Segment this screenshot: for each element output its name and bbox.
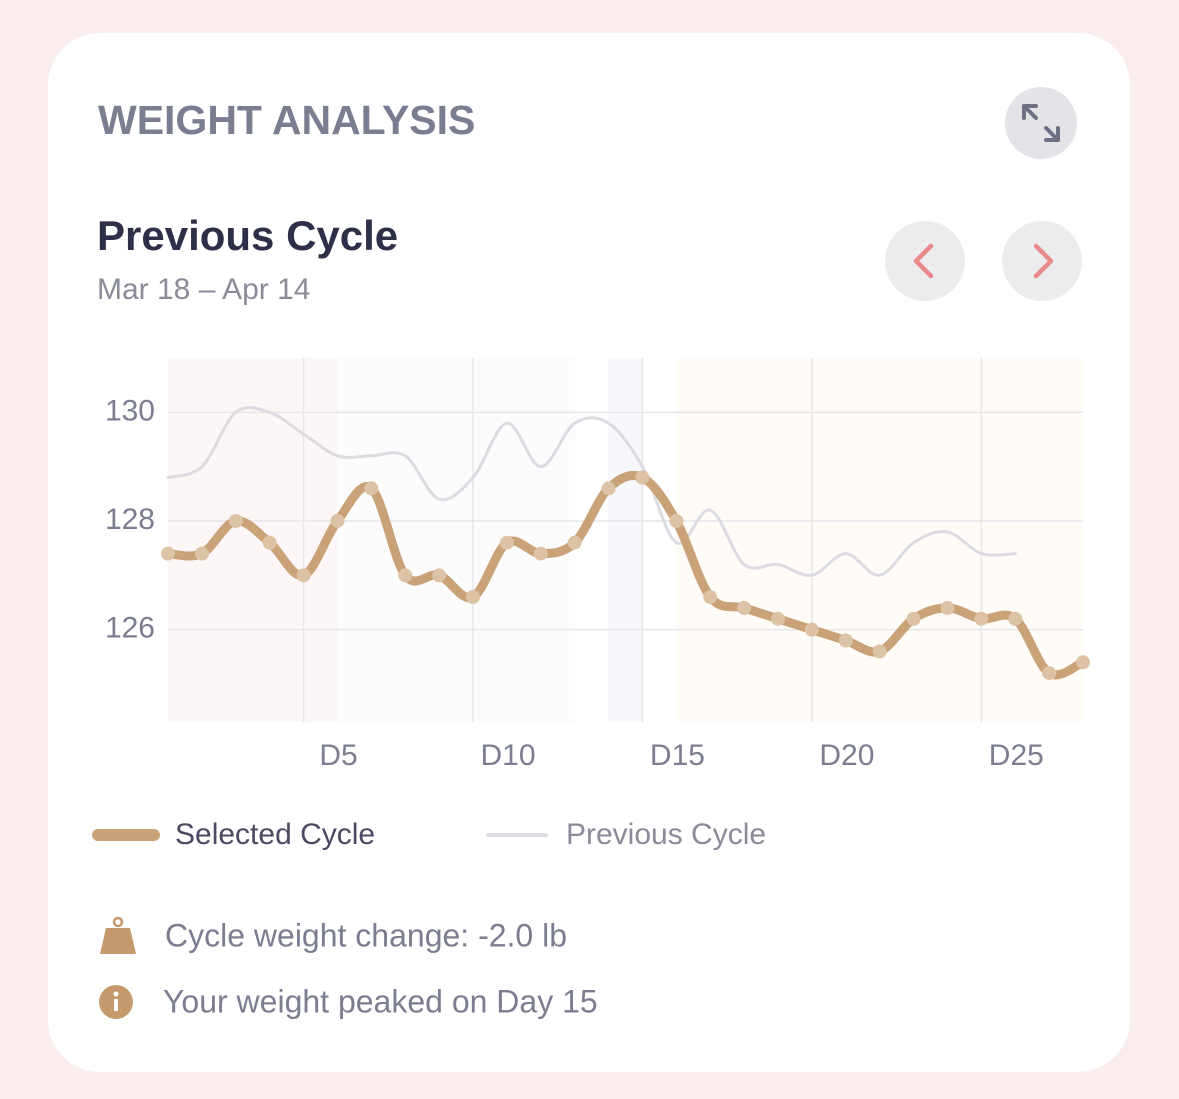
data-point	[296, 568, 311, 583]
data-point	[194, 546, 209, 561]
y-tick-label: 126	[105, 612, 155, 645]
data-point	[906, 611, 921, 626]
next-button[interactable]	[1002, 221, 1082, 301]
data-point	[398, 568, 413, 583]
weight-icon	[100, 916, 136, 954]
data-point	[466, 590, 480, 605]
card-title: WEIGHT ANALYSIS	[98, 97, 475, 143]
data-point	[872, 644, 887, 659]
phase-bands	[168, 358, 1083, 722]
data-point	[364, 481, 379, 496]
x-tick-label: D20	[819, 739, 874, 772]
insight-text: Cycle weight change: -2.0 lb	[165, 917, 567, 953]
series-line	[166, 405, 1017, 577]
series-line	[163, 470, 1088, 680]
expand-button[interactable]	[1005, 87, 1077, 159]
data-point	[228, 513, 243, 528]
data-point	[499, 535, 514, 550]
x-tick-label: D5	[319, 739, 357, 772]
legend-label: Previous Cycle	[566, 818, 766, 851]
data-point	[974, 611, 989, 626]
data-point	[703, 590, 718, 605]
chart: 126 128 130 D5 D10 D15 D20 D25 Selected Cycle Pre…	[92, 358, 1090, 851]
period-title: Previous Cycle	[97, 212, 398, 259]
legend-label: Selected Cycle	[175, 818, 375, 851]
data-point	[635, 470, 650, 485]
data-point	[432, 568, 447, 583]
prev-button[interactable]	[885, 221, 965, 301]
card	[48, 33, 1130, 1072]
data-point	[1008, 611, 1023, 626]
data-point	[161, 546, 175, 561]
data-point	[737, 600, 752, 615]
x-tick-label: D10	[480, 739, 535, 772]
data-point	[1076, 655, 1090, 670]
x-tick-label: D25	[989, 739, 1044, 772]
data-point	[262, 535, 277, 550]
data-point	[533, 546, 548, 561]
x-tick-label: D15	[650, 739, 705, 772]
data-point	[838, 633, 853, 648]
y-tick-label: 130	[105, 394, 155, 427]
y-tick-label: 128	[105, 503, 155, 536]
info-icon	[99, 985, 133, 1019]
data-point	[804, 622, 819, 637]
period-range: Mar 18 – Apr 14	[97, 273, 310, 306]
data-point	[567, 535, 582, 550]
data-point	[940, 600, 955, 615]
data-point	[1042, 666, 1057, 681]
data-point	[330, 513, 345, 528]
data-point	[771, 611, 785, 626]
data-point	[601, 481, 616, 496]
insight-text: Your weight peaked on Day 15	[163, 983, 598, 1019]
data-point	[669, 513, 684, 528]
